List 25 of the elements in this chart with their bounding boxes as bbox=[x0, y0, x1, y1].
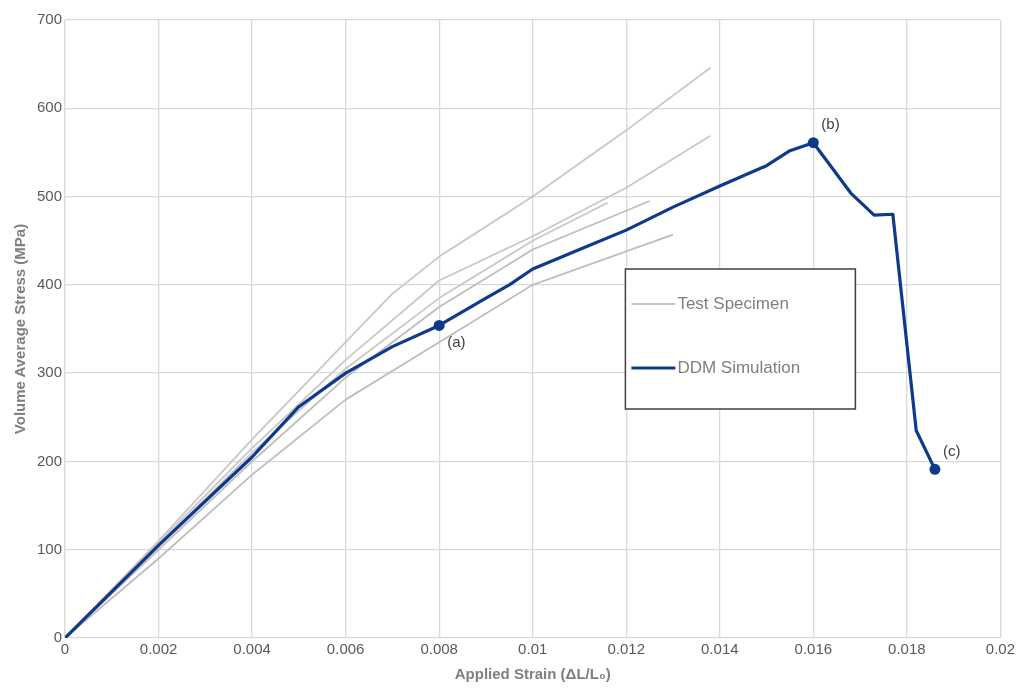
x-tick-label: 0.014 bbox=[701, 640, 739, 658]
y-tick-label: 200 bbox=[37, 451, 63, 469]
y-tick-label: 100 bbox=[37, 539, 63, 557]
x-tick-label: 0.006 bbox=[326, 640, 365, 658]
y-tick-label: 600 bbox=[37, 98, 63, 116]
y-tick-label: 400 bbox=[37, 275, 63, 292]
x-tick-label: 0.01 bbox=[518, 640, 548, 658]
legend-label: DDM Simulation bbox=[677, 357, 801, 377]
x-tick-label: 0.016 bbox=[794, 640, 833, 658]
x-tick-label: 0.004 bbox=[233, 640, 271, 658]
x-tick-label: 0.02 bbox=[985, 640, 1015, 658]
x-tick-label: 0.002 bbox=[139, 640, 178, 658]
legend-label: Test Specimen bbox=[677, 293, 789, 313]
y-tick-label: 700 bbox=[37, 10, 63, 28]
annotation: (c) bbox=[942, 442, 961, 460]
y-axis-title: Volume Average Stress (MPa) bbox=[11, 223, 29, 435]
annotation: (a) bbox=[447, 333, 466, 351]
x-tick-label: 0.018 bbox=[888, 640, 926, 658]
annotation: (b) bbox=[821, 115, 840, 133]
y-tick-label: 500 bbox=[37, 186, 63, 204]
y-tick-label: 300 bbox=[37, 363, 63, 381]
y-tick-label: 0 bbox=[53, 628, 63, 646]
x-axis-title: Applied Strain (ΔL/L₀) bbox=[454, 665, 611, 683]
x-tick-label: 0.008 bbox=[420, 640, 458, 658]
x-tick-label: 0.012 bbox=[607, 640, 646, 658]
